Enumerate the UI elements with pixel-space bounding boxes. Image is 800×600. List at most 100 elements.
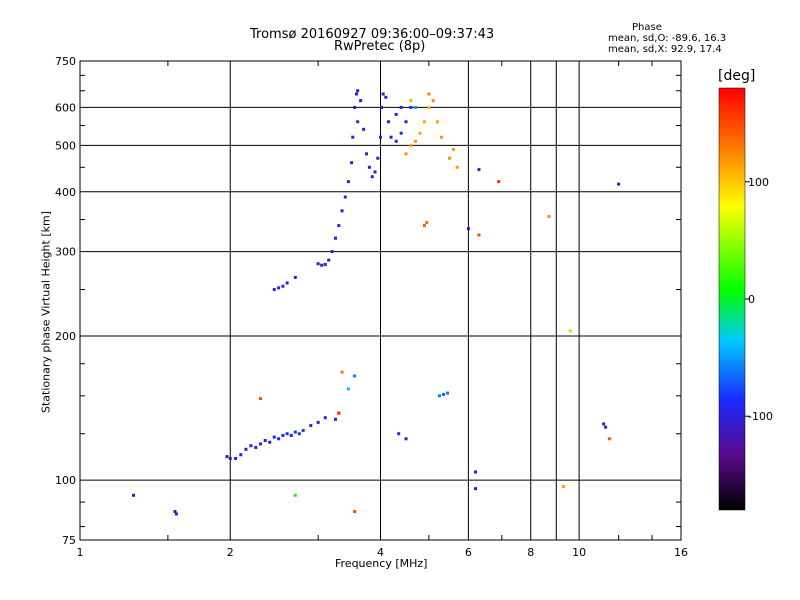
data-point: [234, 456, 238, 460]
data-point: [394, 112, 398, 116]
data-point: [404, 437, 408, 441]
data-point: [425, 221, 429, 225]
data-point: [455, 165, 459, 169]
data-point: [427, 92, 431, 96]
data-point: [451, 148, 455, 152]
data-point: [293, 493, 297, 497]
x-tick-label: 1: [77, 546, 84, 559]
data-point: [277, 286, 281, 290]
data-point: [225, 455, 229, 459]
data-point: [285, 281, 289, 285]
data-point: [547, 215, 551, 219]
data-point: [409, 105, 413, 109]
data-point: [435, 120, 439, 124]
data-point: [340, 209, 344, 213]
data-point: [356, 89, 360, 93]
data-point: [174, 512, 178, 516]
data-point: [272, 435, 276, 439]
colorbar: [718, 87, 746, 511]
data-point: [354, 92, 358, 96]
data-point: [320, 263, 324, 267]
data-point: [399, 131, 403, 135]
data-point: [281, 433, 285, 437]
data-point: [409, 143, 413, 147]
data-point: [607, 437, 611, 441]
x-tick-label: 16: [674, 546, 688, 559]
data-point: [263, 439, 267, 443]
y-tick-label: 600: [55, 101, 76, 114]
data-point: [351, 135, 355, 139]
data-point: [254, 445, 258, 449]
data-point: [259, 442, 263, 446]
scatter-points: [132, 89, 621, 516]
data-point: [473, 487, 477, 491]
y-tick-label: 100: [55, 474, 76, 487]
data-point: [418, 131, 422, 135]
data-point: [413, 105, 417, 109]
grid-lines: [80, 61, 681, 540]
data-point: [323, 262, 327, 266]
data-point: [477, 168, 481, 172]
data-point: [442, 392, 446, 396]
data-point: [380, 105, 384, 109]
data-point: [337, 224, 341, 228]
data-point: [376, 156, 380, 160]
data-point: [373, 170, 377, 174]
data-point: [244, 447, 248, 451]
data-point: [386, 120, 390, 124]
data-point: [399, 105, 403, 109]
data-point: [337, 411, 341, 415]
data-point: [301, 428, 305, 432]
data-point: [409, 99, 413, 103]
data-point: [568, 329, 572, 333]
data-point: [323, 416, 327, 420]
data-point: [293, 430, 297, 434]
data-point: [431, 99, 435, 103]
y-tick-label: 400: [55, 186, 76, 199]
data-point: [365, 152, 369, 156]
x-tick-label: 10: [572, 546, 586, 559]
data-point: [440, 135, 444, 139]
colorbar-tick-label: 100: [748, 176, 769, 189]
data-point: [404, 152, 408, 156]
colorbar-label: [deg]: [718, 68, 756, 84]
data-point: [394, 139, 398, 143]
data-point: [413, 139, 417, 143]
data-point: [239, 453, 243, 457]
data-point: [346, 180, 350, 184]
y-tick-label: 500: [55, 139, 76, 152]
y-tick-label: 200: [55, 330, 76, 343]
data-point: [333, 236, 337, 240]
data-point: [617, 182, 621, 186]
data-point: [466, 227, 470, 231]
stats-line-o: mean, sd,O: -89.6, 16.3: [608, 33, 727, 44]
data-point: [404, 120, 408, 124]
data-point: [359, 99, 363, 103]
data-point: [228, 456, 232, 460]
stats-line-x: mean, sd,X: 92.9, 17.4: [608, 44, 722, 55]
x-tick-label: 8: [527, 546, 534, 559]
x-axis-label: Frequency [MHz]: [335, 557, 428, 570]
data-point: [297, 432, 301, 436]
data-point: [389, 135, 393, 139]
data-point: [367, 165, 371, 169]
data-point: [259, 397, 263, 401]
colorbar-tick-label: -100: [748, 410, 773, 423]
data-point: [446, 391, 450, 395]
data-point: [350, 161, 354, 165]
data-point: [272, 288, 276, 292]
data-point: [437, 394, 441, 398]
data-point: [370, 175, 374, 179]
axis-ticks: 1 2 4 6 8 10 16 75 100 200 300 400 500 600 750: [55, 55, 688, 559]
data-point: [285, 432, 289, 436]
colorbar-ticks: 100 0 -100: [745, 176, 773, 423]
data-point: [473, 470, 477, 474]
y-tick-label: 750: [55, 55, 76, 68]
data-point: [340, 370, 344, 374]
data-point: [384, 95, 388, 99]
data-point: [249, 444, 253, 448]
data-point: [277, 437, 281, 441]
data-point: [477, 233, 481, 237]
data-point: [343, 195, 347, 199]
data-point: [381, 92, 385, 96]
